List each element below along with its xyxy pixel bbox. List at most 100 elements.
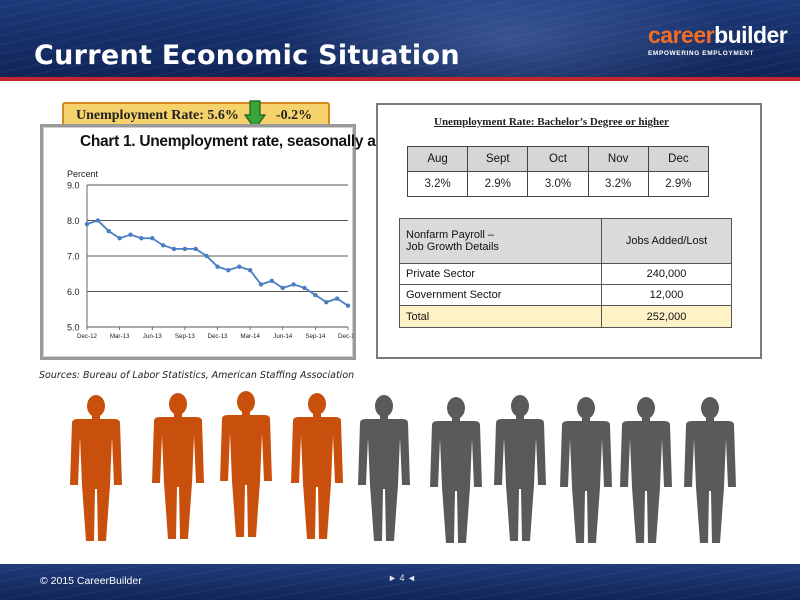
logo-career-text: career xyxy=(648,22,715,48)
person-icon xyxy=(560,397,612,543)
col-dec: Dec xyxy=(647,146,710,172)
row-label: Government Sector xyxy=(399,284,602,306)
slide-footer: © 2015 CareerBuilder ► 4 ◄ xyxy=(0,564,800,600)
y-tick-label: 9.0 xyxy=(67,181,80,191)
footer-pattern xyxy=(0,564,800,600)
data-point xyxy=(280,285,285,291)
data-point xyxy=(215,264,220,269)
data-point xyxy=(237,264,242,269)
logo-tagline: EMPOWERING EMPLOYMENT xyxy=(648,50,755,57)
data-point xyxy=(117,236,122,241)
data-point xyxy=(171,246,177,252)
data-point xyxy=(139,236,144,241)
x-tick-label: Dec-12 xyxy=(77,333,98,340)
unemployment-change: -0.2% xyxy=(276,108,313,123)
slide-header: Current Economic Situation careerbuilder… xyxy=(0,0,800,80)
person-icon xyxy=(358,395,410,541)
value-oct: 3.0% xyxy=(527,171,589,197)
table-row: Private Sector 240,000 xyxy=(399,263,732,285)
person-icon xyxy=(620,397,672,543)
data-point xyxy=(128,232,133,237)
y-tick-label: 8.0 xyxy=(67,216,80,226)
x-tick-label: Dec-14 xyxy=(338,333,353,340)
bachelor-header-row: Aug Sept Oct Nov Dec xyxy=(406,146,710,172)
people-silhouettes xyxy=(70,391,736,543)
payroll-header-line1: Nonfarm Payroll – xyxy=(406,229,495,241)
bachelor-rate-table: Aug Sept Oct Nov Dec 3.2% 2.9% 3.0% 3.2%… xyxy=(406,146,710,197)
person-icon xyxy=(494,395,546,541)
stats-panel: Unemployment Rate: Bachelor’s Degree or … xyxy=(376,103,762,359)
series-line xyxy=(86,219,349,307)
value-nov: 3.2% xyxy=(587,171,649,197)
payroll-header-right: Jobs Added/Lost xyxy=(601,218,732,264)
data-point xyxy=(193,246,198,252)
x-tick-label: Mar-14 xyxy=(240,333,260,340)
x-tick-label: Sep-14 xyxy=(305,333,326,340)
x-tick-label: Jun-13 xyxy=(143,333,162,340)
chart-title: Chart 1. Unemployment rate, seasonally a… xyxy=(80,133,429,150)
y-tick-label: 6.0 xyxy=(67,287,80,297)
bachelor-value-row: 3.2% 2.9% 3.0% 3.2% 2.9% xyxy=(406,171,710,197)
row-label: Private Sector xyxy=(399,263,602,285)
person-icon xyxy=(430,397,482,543)
payroll-header-line2: Job Growth Details xyxy=(406,241,499,253)
data-point xyxy=(247,268,253,273)
page-title: Current Economic Situation xyxy=(34,40,460,71)
total-value: 252,000 xyxy=(601,305,732,328)
col-sept: Sept xyxy=(467,146,529,172)
col-nov: Nov xyxy=(587,146,649,172)
unemployment-chart: Chart 1. Unemployment rate, seasonally a… xyxy=(40,124,429,360)
data-point xyxy=(258,282,264,287)
col-oct: Oct xyxy=(527,146,589,172)
page-indicator: ► 4 ◄ xyxy=(388,573,416,583)
x-tick-label: Sep-13 xyxy=(175,333,196,340)
y-tick-label: 7.0 xyxy=(67,252,80,262)
total-label: Total xyxy=(399,305,602,328)
data-point xyxy=(334,296,340,301)
person-icon xyxy=(152,393,204,539)
logo-wordmark: careerbuilder xyxy=(648,22,788,49)
person-icon xyxy=(684,397,736,543)
down-arrow-icon xyxy=(244,100,266,130)
payroll-header-row: Nonfarm Payroll – Job Growth Details Job… xyxy=(399,218,732,264)
row-value: 240,000 xyxy=(601,263,732,285)
data-point xyxy=(291,282,296,287)
header-accent-stripe xyxy=(0,77,800,81)
copyright-text: © 2015 CareerBuilder xyxy=(40,575,142,587)
header-pattern xyxy=(0,0,800,80)
data-point xyxy=(226,268,231,273)
data-point xyxy=(313,292,318,298)
x-tick-label: Jun-14 xyxy=(273,333,292,340)
page-prev-icon: ► xyxy=(388,573,397,583)
data-point xyxy=(106,228,111,234)
page-number: 4 xyxy=(399,573,405,583)
careerbuilder-logo: careerbuilder EMPOWERING EMPLOYMENT xyxy=(648,22,788,57)
unemployment-rate-label: Unemployment Rate: 5.6% xyxy=(76,108,239,123)
logo-builder-text: builder xyxy=(714,22,788,48)
y-axis-label: Percent xyxy=(67,169,99,179)
data-point xyxy=(269,278,275,284)
payroll-total-row: Total 252,000 xyxy=(399,305,732,328)
person-icon xyxy=(220,391,272,537)
bachelor-rate-title: Unemployment Rate: Bachelor’s Degree or … xyxy=(434,116,669,128)
payroll-header-left: Nonfarm Payroll – Job Growth Details xyxy=(399,218,602,264)
header-glow xyxy=(280,0,740,80)
data-point xyxy=(84,221,90,227)
person-icon xyxy=(70,395,122,541)
col-aug: Aug xyxy=(406,146,469,172)
payroll-table: Nonfarm Payroll – Job Growth Details Job… xyxy=(399,218,732,328)
data-point xyxy=(95,218,101,223)
data-point xyxy=(345,303,351,308)
person-icon xyxy=(291,393,343,539)
data-point xyxy=(302,285,307,291)
row-value: 12,000 xyxy=(601,284,732,306)
sources-note: Sources: Bureau of Labor Statistics, Ame… xyxy=(39,370,355,381)
value-dec: 2.9% xyxy=(647,171,710,197)
data-point xyxy=(182,246,188,252)
value-aug: 3.2% xyxy=(406,171,469,197)
data-point xyxy=(150,236,155,241)
data-point xyxy=(324,299,329,305)
y-tick-label: 5.0 xyxy=(67,323,80,333)
value-sept: 2.9% xyxy=(467,171,529,197)
